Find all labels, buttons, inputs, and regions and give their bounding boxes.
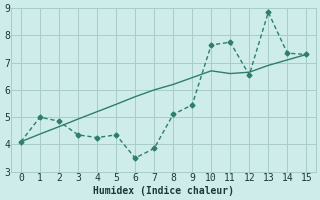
- X-axis label: Humidex (Indice chaleur): Humidex (Indice chaleur): [93, 186, 234, 196]
